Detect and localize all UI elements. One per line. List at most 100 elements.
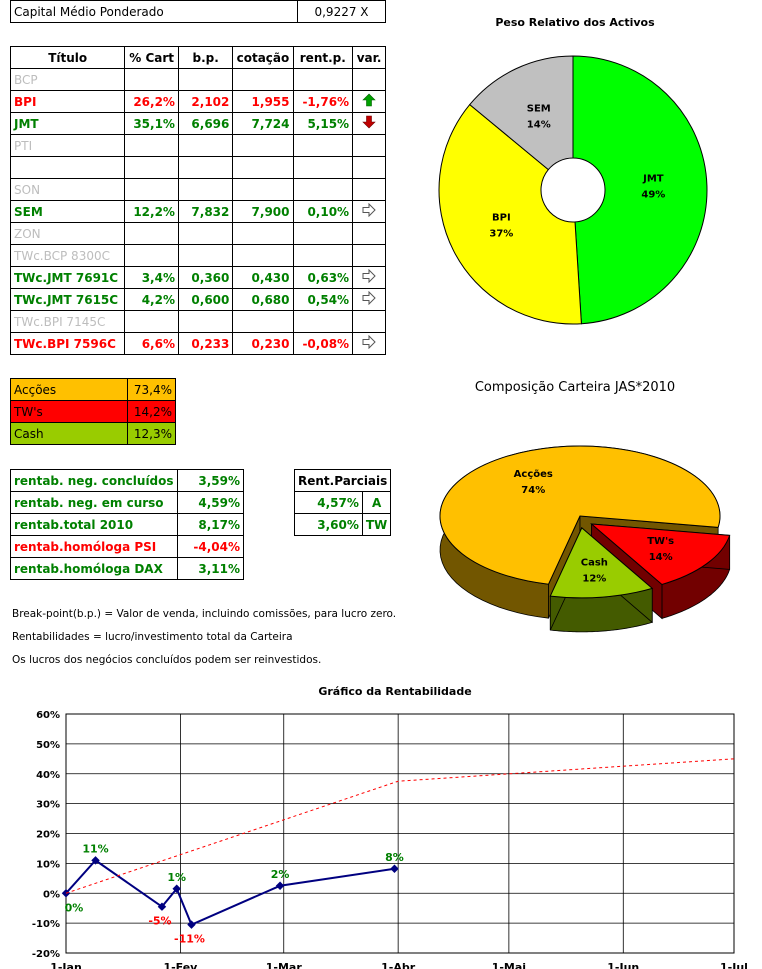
series-line-1	[65, 758, 735, 894]
cell-var	[352, 68, 386, 91]
cell-var	[352, 288, 386, 311]
cell-rent: 5,15%	[292, 112, 354, 135]
note-lucros: Os lucros dos negócios concluídos podem …	[12, 654, 322, 666]
capital-value: 0,9227 X	[297, 0, 386, 23]
cell-rent	[292, 222, 354, 245]
cell-cot: 7,724	[232, 112, 294, 135]
pie2-pct: 74%	[521, 485, 545, 496]
cell-bp: 2,102	[177, 90, 234, 113]
line-title: Gráfico da Rentabilidade	[318, 685, 472, 698]
pie1-slice-bpi	[438, 103, 582, 325]
rent-value: 4,59%	[176, 491, 245, 514]
cell-bp	[177, 244, 234, 267]
cell-var	[352, 244, 386, 267]
pie1-title: Peso Relativo dos Activos	[495, 16, 655, 29]
arrow-right-icon	[362, 290, 376, 306]
x-tick-label: 1-Jul	[720, 961, 748, 969]
cell-rent	[292, 68, 354, 91]
data-label: 8%	[385, 851, 404, 864]
cell-titulo: TWc.BPI 7145C	[9, 310, 126, 333]
data-point	[172, 884, 181, 894]
arrow-right-icon	[362, 334, 376, 350]
note-break-point: Break-point(b.p.) = Valor de venda, incl…	[12, 608, 397, 620]
cell-titulo: SON	[9, 178, 126, 201]
rent-row: rentab. neg. concluídos 3,59%	[10, 469, 245, 492]
cell-bp	[177, 178, 234, 201]
cell-cot: 7,900	[232, 200, 294, 223]
rent-label: rentab.homóloga PSI	[10, 535, 178, 558]
table-row: SON	[9, 178, 386, 201]
cell-cart: 35,1%	[124, 112, 179, 135]
data-label: -5%	[148, 915, 171, 928]
composition-label: Cash	[10, 422, 128, 445]
header-cell: Título	[9, 46, 126, 69]
pie2-slice-1	[590, 523, 731, 586]
x-tick-label: 1-Abr	[381, 961, 416, 969]
x-tick-label: 1-Fev	[163, 961, 198, 969]
cell-cot	[232, 134, 294, 157]
pie2-slice-2	[549, 527, 654, 599]
cell-cot	[232, 244, 294, 267]
pie1-pct: 37%	[489, 229, 513, 240]
cell-rent	[292, 134, 354, 157]
rent-value: 3,11%	[176, 557, 245, 580]
cell-cot: 1,955	[232, 90, 294, 113]
y-tick-label: 20%	[36, 830, 60, 841]
table-row: SEM 12,2% 7,832 7,900 0,10%	[9, 200, 386, 223]
arrow-right-icon	[362, 268, 376, 284]
cell-bp	[177, 68, 234, 91]
parciais-value: 4,57%	[294, 491, 363, 514]
rent-row: rentab.homóloga DAX 3,11%	[10, 557, 245, 580]
header-cell: % Cart	[124, 46, 179, 69]
y-tick-label: -10%	[32, 919, 60, 930]
cell-bp	[177, 134, 234, 157]
arrow-right-icon	[362, 202, 376, 218]
cell-var	[352, 134, 386, 157]
cell-var	[352, 332, 386, 355]
cell-cart: 12,2%	[124, 200, 179, 223]
pie1-slice-sem	[469, 55, 574, 171]
rent-value: 3,59%	[176, 469, 245, 492]
cell-cot	[232, 178, 294, 201]
cell-titulo: TWc.BCP 8300C	[9, 244, 126, 267]
composition-row: Cash 12,3%	[10, 422, 176, 445]
x-tick-label: 1-Jun	[607, 961, 639, 969]
cell-bp	[177, 156, 234, 179]
rent-row: rentab.total 2010 8,17%	[10, 513, 245, 536]
parciais-row: 3,60% TW	[294, 513, 392, 536]
cell-bp: 0,233	[177, 332, 234, 355]
cell-cart	[124, 68, 179, 91]
table-row: TWc.BPI 7596C 6,6% 0,233 0,230 -0,08%	[9, 332, 386, 355]
cell-cot: 0,430	[232, 266, 294, 289]
cell-titulo: ZON	[9, 222, 126, 245]
pie-chart-composicao: Acções 74% TW's 14% Cash 12%	[439, 445, 731, 633]
portfolio-table: Título% Cart b.p. cotação rent.p. var. BCP BP…	[9, 46, 386, 355]
pie2-pct: 12%	[582, 573, 606, 584]
cell-rent	[292, 178, 354, 201]
pie2-label: Acções	[514, 469, 553, 480]
table-row	[9, 156, 386, 179]
cell-var	[352, 266, 386, 289]
parciais-header-row: Rent.Parciais	[293, 469, 392, 492]
arrow-down-icon	[362, 115, 376, 129]
cell-cart	[124, 222, 179, 245]
cell-rent: 0,10%	[292, 200, 354, 223]
parciais-row: 4,57% A	[294, 491, 392, 514]
data-point	[275, 881, 285, 891]
cell-titulo: BCP	[9, 68, 126, 91]
note-rentabilidades: Rentabilidades = lucro/investimento tota…	[12, 631, 293, 643]
header-cell: b.p.	[177, 46, 234, 69]
cell-rent	[292, 156, 354, 179]
cell-rent: -1,76%	[292, 90, 354, 113]
y-tick-label: 0%	[43, 889, 60, 900]
table-row: TWc.JMT 7615C 4,2% 0,600 0,680 0,54%	[9, 288, 386, 311]
composition-value: 14,2%	[127, 400, 176, 423]
cell-var	[352, 90, 386, 113]
pie1-label: SEM	[527, 103, 551, 114]
cell-cart: 4,2%	[124, 288, 179, 311]
cell-var	[352, 222, 386, 245]
cell-var	[352, 112, 386, 135]
cell-rent: 0,63%	[292, 266, 354, 289]
cell-cart	[124, 244, 179, 267]
data-label: 11%	[82, 842, 108, 855]
